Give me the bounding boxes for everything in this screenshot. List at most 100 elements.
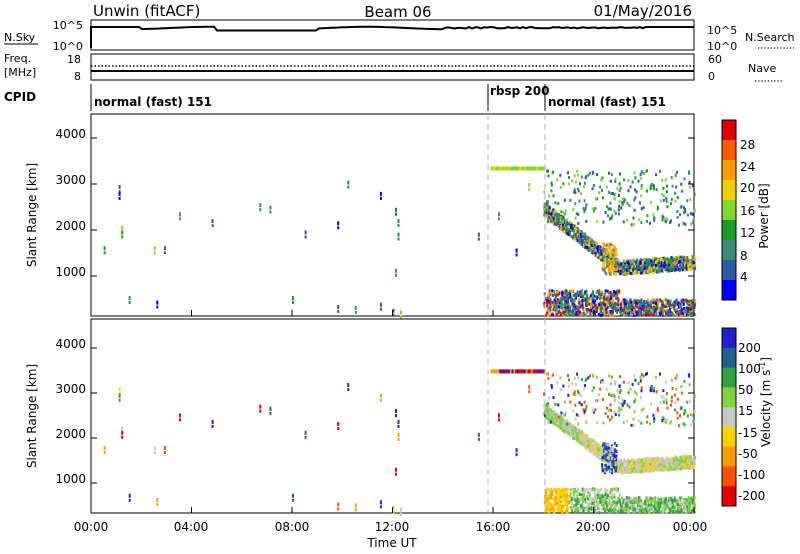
power-echo-cell <box>597 313 600 317</box>
power-echo-cell <box>620 265 623 268</box>
power-echo-cell <box>571 298 574 302</box>
power-echo-cell <box>566 299 569 302</box>
velocity-echo-cell <box>637 464 640 468</box>
power-echo-cell <box>620 204 623 208</box>
velocity-echo-cell <box>627 381 630 385</box>
velocity-echo-cell <box>646 420 649 424</box>
velocity-echo-cell <box>621 496 624 500</box>
power-echo-cell <box>660 269 663 272</box>
power-echo-cell <box>594 251 597 255</box>
power-echo-cell <box>675 170 678 174</box>
power-scatter-point <box>337 221 340 226</box>
velocity-echo-cell <box>577 436 580 440</box>
power-echo-cell <box>606 303 609 307</box>
power-echo-cell <box>594 241 597 245</box>
power-echo-cell <box>571 228 574 232</box>
velocity-echo-cell <box>674 466 677 470</box>
velocity-echo-cell <box>577 422 580 426</box>
velocity-echo-cell <box>587 493 590 497</box>
velocity-echo-cell <box>567 497 569 501</box>
power-echo-cell <box>630 300 633 304</box>
power-echo-cell <box>566 220 569 224</box>
velocity-rbsp-band <box>532 369 536 374</box>
power-echo-cell <box>569 234 572 238</box>
power-echo-cell <box>655 303 658 307</box>
power-echo-cell <box>571 308 574 312</box>
power-echo-cell <box>634 267 637 271</box>
velocity-echo-cell <box>616 469 618 473</box>
power-echo-cell <box>548 206 551 210</box>
velocity-echo-cell <box>676 397 679 401</box>
power-echo-cell <box>658 307 661 311</box>
velocity-echo-cell <box>633 374 636 378</box>
power-rbsp-band <box>511 166 515 171</box>
velocity-echo-cell <box>677 466 680 469</box>
power-echo-cell <box>675 300 678 304</box>
power-echo-cell <box>599 255 602 259</box>
power-echo-cell <box>616 289 619 293</box>
velocity-echo-cell <box>646 458 649 462</box>
power-echo-cell <box>625 218 628 222</box>
power-echo-cell <box>606 260 608 264</box>
power-echo-cell <box>580 312 583 316</box>
velocity-echo-cell <box>670 462 673 466</box>
velocity-echo-cell <box>561 419 564 423</box>
power-echo-cell <box>560 296 563 300</box>
velocity-echo-cell <box>580 403 583 407</box>
power-echo-cell <box>635 190 638 194</box>
power-echo-cell <box>659 313 662 317</box>
power-echo-cell <box>604 289 607 293</box>
power-echo-cell <box>680 265 683 269</box>
velocity-echo-cell <box>569 494 572 498</box>
power-echo-cell <box>574 233 577 236</box>
velocity-echo-cell <box>650 457 652 461</box>
power-echo-cell <box>682 257 685 261</box>
velocity-echo-cell <box>649 402 652 406</box>
velocity-echo-cell <box>663 498 666 502</box>
velocity-echo-cell <box>643 465 646 469</box>
power-echo-cell <box>641 267 644 271</box>
velocity-echo-cell <box>666 406 669 410</box>
power-echo-cell <box>572 234 575 238</box>
power-echo-cell <box>602 303 605 307</box>
velocity-echo-cell <box>649 462 652 466</box>
velocity-echo-cell <box>676 458 679 462</box>
power-echo-cell <box>619 172 622 176</box>
velocity-echo-cell <box>686 454 689 458</box>
velocity-rbsp-band <box>509 369 513 374</box>
velocity-echo-cell <box>594 487 597 491</box>
velocity-scatter-point <box>477 432 480 437</box>
velocity-echo-cell <box>680 385 683 388</box>
power-echo-cell <box>658 298 661 302</box>
velocity-echo-cell <box>574 393 577 396</box>
velocity-echo-cell <box>623 380 625 384</box>
power-echo-cell <box>599 314 602 317</box>
velocity-echo-cell <box>575 413 578 417</box>
freq-unit: [MHz] <box>4 66 36 79</box>
power-echo-cell <box>613 259 616 263</box>
power-echo-cell <box>628 269 631 273</box>
power-echo-cell <box>594 207 597 210</box>
power-echo-cell <box>579 305 582 309</box>
power-echo-cell <box>608 242 611 246</box>
power-echo-cell <box>590 309 593 313</box>
velocity-echo-cell <box>552 415 555 419</box>
power-echo-cell <box>640 312 643 316</box>
power-echo-cell <box>598 292 601 296</box>
velocity-echo-cell <box>573 390 576 394</box>
power-echo-cell <box>556 298 559 302</box>
power-rbsp-band <box>530 166 534 171</box>
power-echo-cell <box>685 262 688 266</box>
power-echo-cell <box>605 297 607 301</box>
power-echo-cell <box>659 199 662 203</box>
power-ytick-2000: 2000 <box>55 219 86 233</box>
velocity-echo-cell <box>548 416 551 420</box>
velocity-echo-cell <box>569 422 572 426</box>
power-echo-cell <box>604 301 607 305</box>
velocity-echo-cell <box>630 465 633 469</box>
power-echo-cell <box>646 214 649 218</box>
velocity-echo-cell <box>547 508 550 512</box>
power-echo-cell <box>618 189 621 193</box>
velocity-echo-cell <box>646 415 649 419</box>
velocity-echo-cell <box>573 507 576 510</box>
